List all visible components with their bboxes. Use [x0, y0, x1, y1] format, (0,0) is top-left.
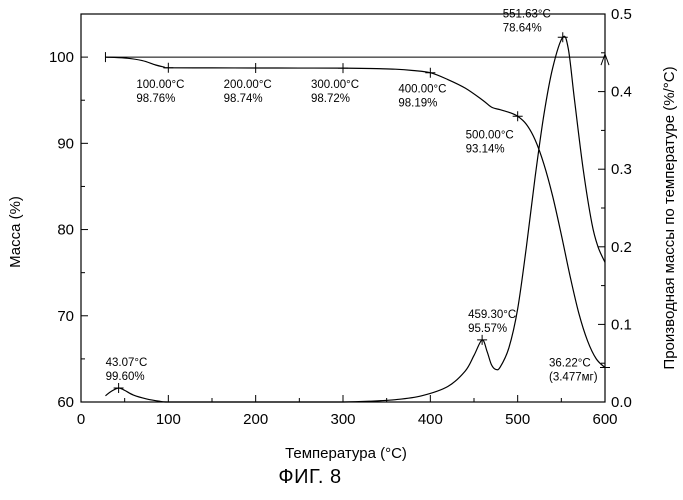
y-left-tick-label: 100: [49, 49, 74, 66]
annotation-label: 98.72%: [311, 93, 350, 105]
annotation-marker: [512, 111, 523, 122]
x-tick-label: 500: [505, 411, 530, 428]
x-tick-label: 600: [592, 411, 617, 428]
annotation-label: 400.00°C: [398, 84, 446, 96]
x-tick-label: 200: [243, 411, 268, 428]
annotation-label: 99.60%: [106, 371, 145, 383]
annotation-marker: [600, 362, 610, 373]
annotation-label: 98.76%: [136, 93, 175, 105]
y-left-tick-label: 60: [57, 394, 74, 411]
annotation-marker: [425, 67, 436, 78]
tick-labels: 0 100 200 300 400 500 600 60 70 80 90 100 0.0 0.1 0.2 0…: [49, 6, 632, 428]
x-tick-label: 100: [156, 411, 181, 428]
annotation-marker: [477, 334, 488, 345]
annotation-marker: [250, 62, 261, 73]
annotation-marker: [113, 383, 124, 394]
annotation-label: 459.30°C: [468, 309, 516, 321]
annotation-label: 100.00°C: [136, 79, 184, 91]
y-right-tick-label: 0.5: [611, 6, 632, 23]
annotation-label: 78.64%: [503, 22, 542, 34]
x-tick-label: 400: [418, 411, 443, 428]
annotations: 100.00°C 98.76% 200.00°C 98.74% 300.00°C 98.7…: [106, 8, 610, 394]
annotation-label: 43.07°C: [106, 357, 148, 369]
y-left-tick-label: 80: [57, 222, 74, 239]
annotation-label: 98.74%: [224, 93, 263, 105]
figure-caption: ФИГ. 8: [278, 466, 342, 488]
x-axis-title: Температура (°C): [285, 445, 407, 462]
annotation-label: 500.00°C: [466, 129, 514, 141]
mass-curve: [105, 56, 606, 368]
derivative-curve: [105, 35, 606, 403]
annotation-label: 98.19%: [398, 98, 437, 110]
annotation-label: 300.00°C: [311, 79, 359, 91]
annotation-marker: [163, 62, 174, 73]
y-right-tick-label: 0.2: [611, 239, 632, 256]
annotation-label: 200.00°C: [224, 79, 272, 91]
y-right-tick-label: 0.3: [611, 161, 632, 178]
reference-line-arrow: [600, 53, 610, 66]
y-right-tick-label: 0.0: [611, 394, 632, 411]
tick-marks: [80, 13, 606, 403]
x-tick-label: 300: [330, 411, 355, 428]
x-tick-label: 0: [77, 411, 85, 428]
y-right-tick-label: 0.4: [611, 84, 632, 101]
annotation-label: 93.14%: [466, 143, 505, 155]
annotation-label: 95.57%: [468, 323, 507, 335]
annotation-label: (3.477мг): [549, 372, 598, 384]
y-axis-right-title: Производная массы по температуре (%/°C): [661, 66, 678, 369]
annotation-label: 36.22°C: [549, 358, 591, 370]
annotation-marker: [557, 32, 568, 43]
y-right-tick-label: 0.1: [611, 316, 632, 333]
annotation-label: 551.63°C: [503, 8, 551, 20]
y-left-tick-label: 90: [57, 135, 74, 152]
y-axis-left-title: Масса (%): [7, 196, 24, 268]
annotation-marker: [338, 63, 348, 74]
y-left-tick-label: 70: [57, 308, 74, 325]
